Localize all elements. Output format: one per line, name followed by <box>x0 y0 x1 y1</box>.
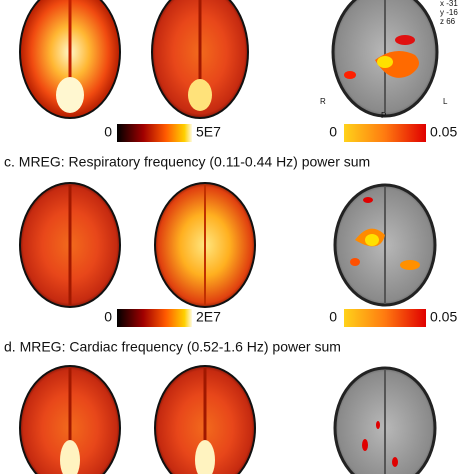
brain-power-map <box>151 0 249 119</box>
colorbar-label: 5E7 <box>196 124 221 140</box>
coordinate: y -16 <box>440 8 458 17</box>
panel-title: d. MREG: Cardiac frequency (0.52-1.6 Hz)… <box>4 339 341 355</box>
coordinate: x -31 <box>440 0 458 8</box>
orientation-label: P <box>381 111 386 120</box>
colorbar <box>117 309 192 327</box>
colorbar <box>344 309 426 327</box>
colorbar-label: 0 <box>329 124 337 140</box>
brain-template <box>333 366 437 474</box>
orientation-label: R <box>320 97 326 106</box>
colorbar-label: 0 <box>104 124 112 140</box>
colorbar-label: 0 <box>104 309 112 325</box>
panel-title: c. MREG: Respiratory frequency (0.11-0.4… <box>4 154 370 170</box>
brain-power-map <box>19 0 121 119</box>
brain-power-map <box>154 182 256 308</box>
brain-power-map <box>19 365 121 474</box>
brain-power-map <box>19 182 121 308</box>
orientation-label: L <box>443 97 448 106</box>
coordinate: z 66 <box>440 17 456 26</box>
colorbar <box>117 124 192 142</box>
colorbar-label: 0.05 <box>430 309 457 325</box>
brain-template <box>331 0 439 118</box>
colorbar <box>344 124 426 142</box>
brain-template <box>333 183 437 307</box>
colorbar-label: 0 <box>329 309 337 325</box>
brain-power-map <box>154 365 256 474</box>
colorbar-label: 0.05 <box>430 124 457 140</box>
colorbar-label: 2E7 <box>196 309 221 325</box>
